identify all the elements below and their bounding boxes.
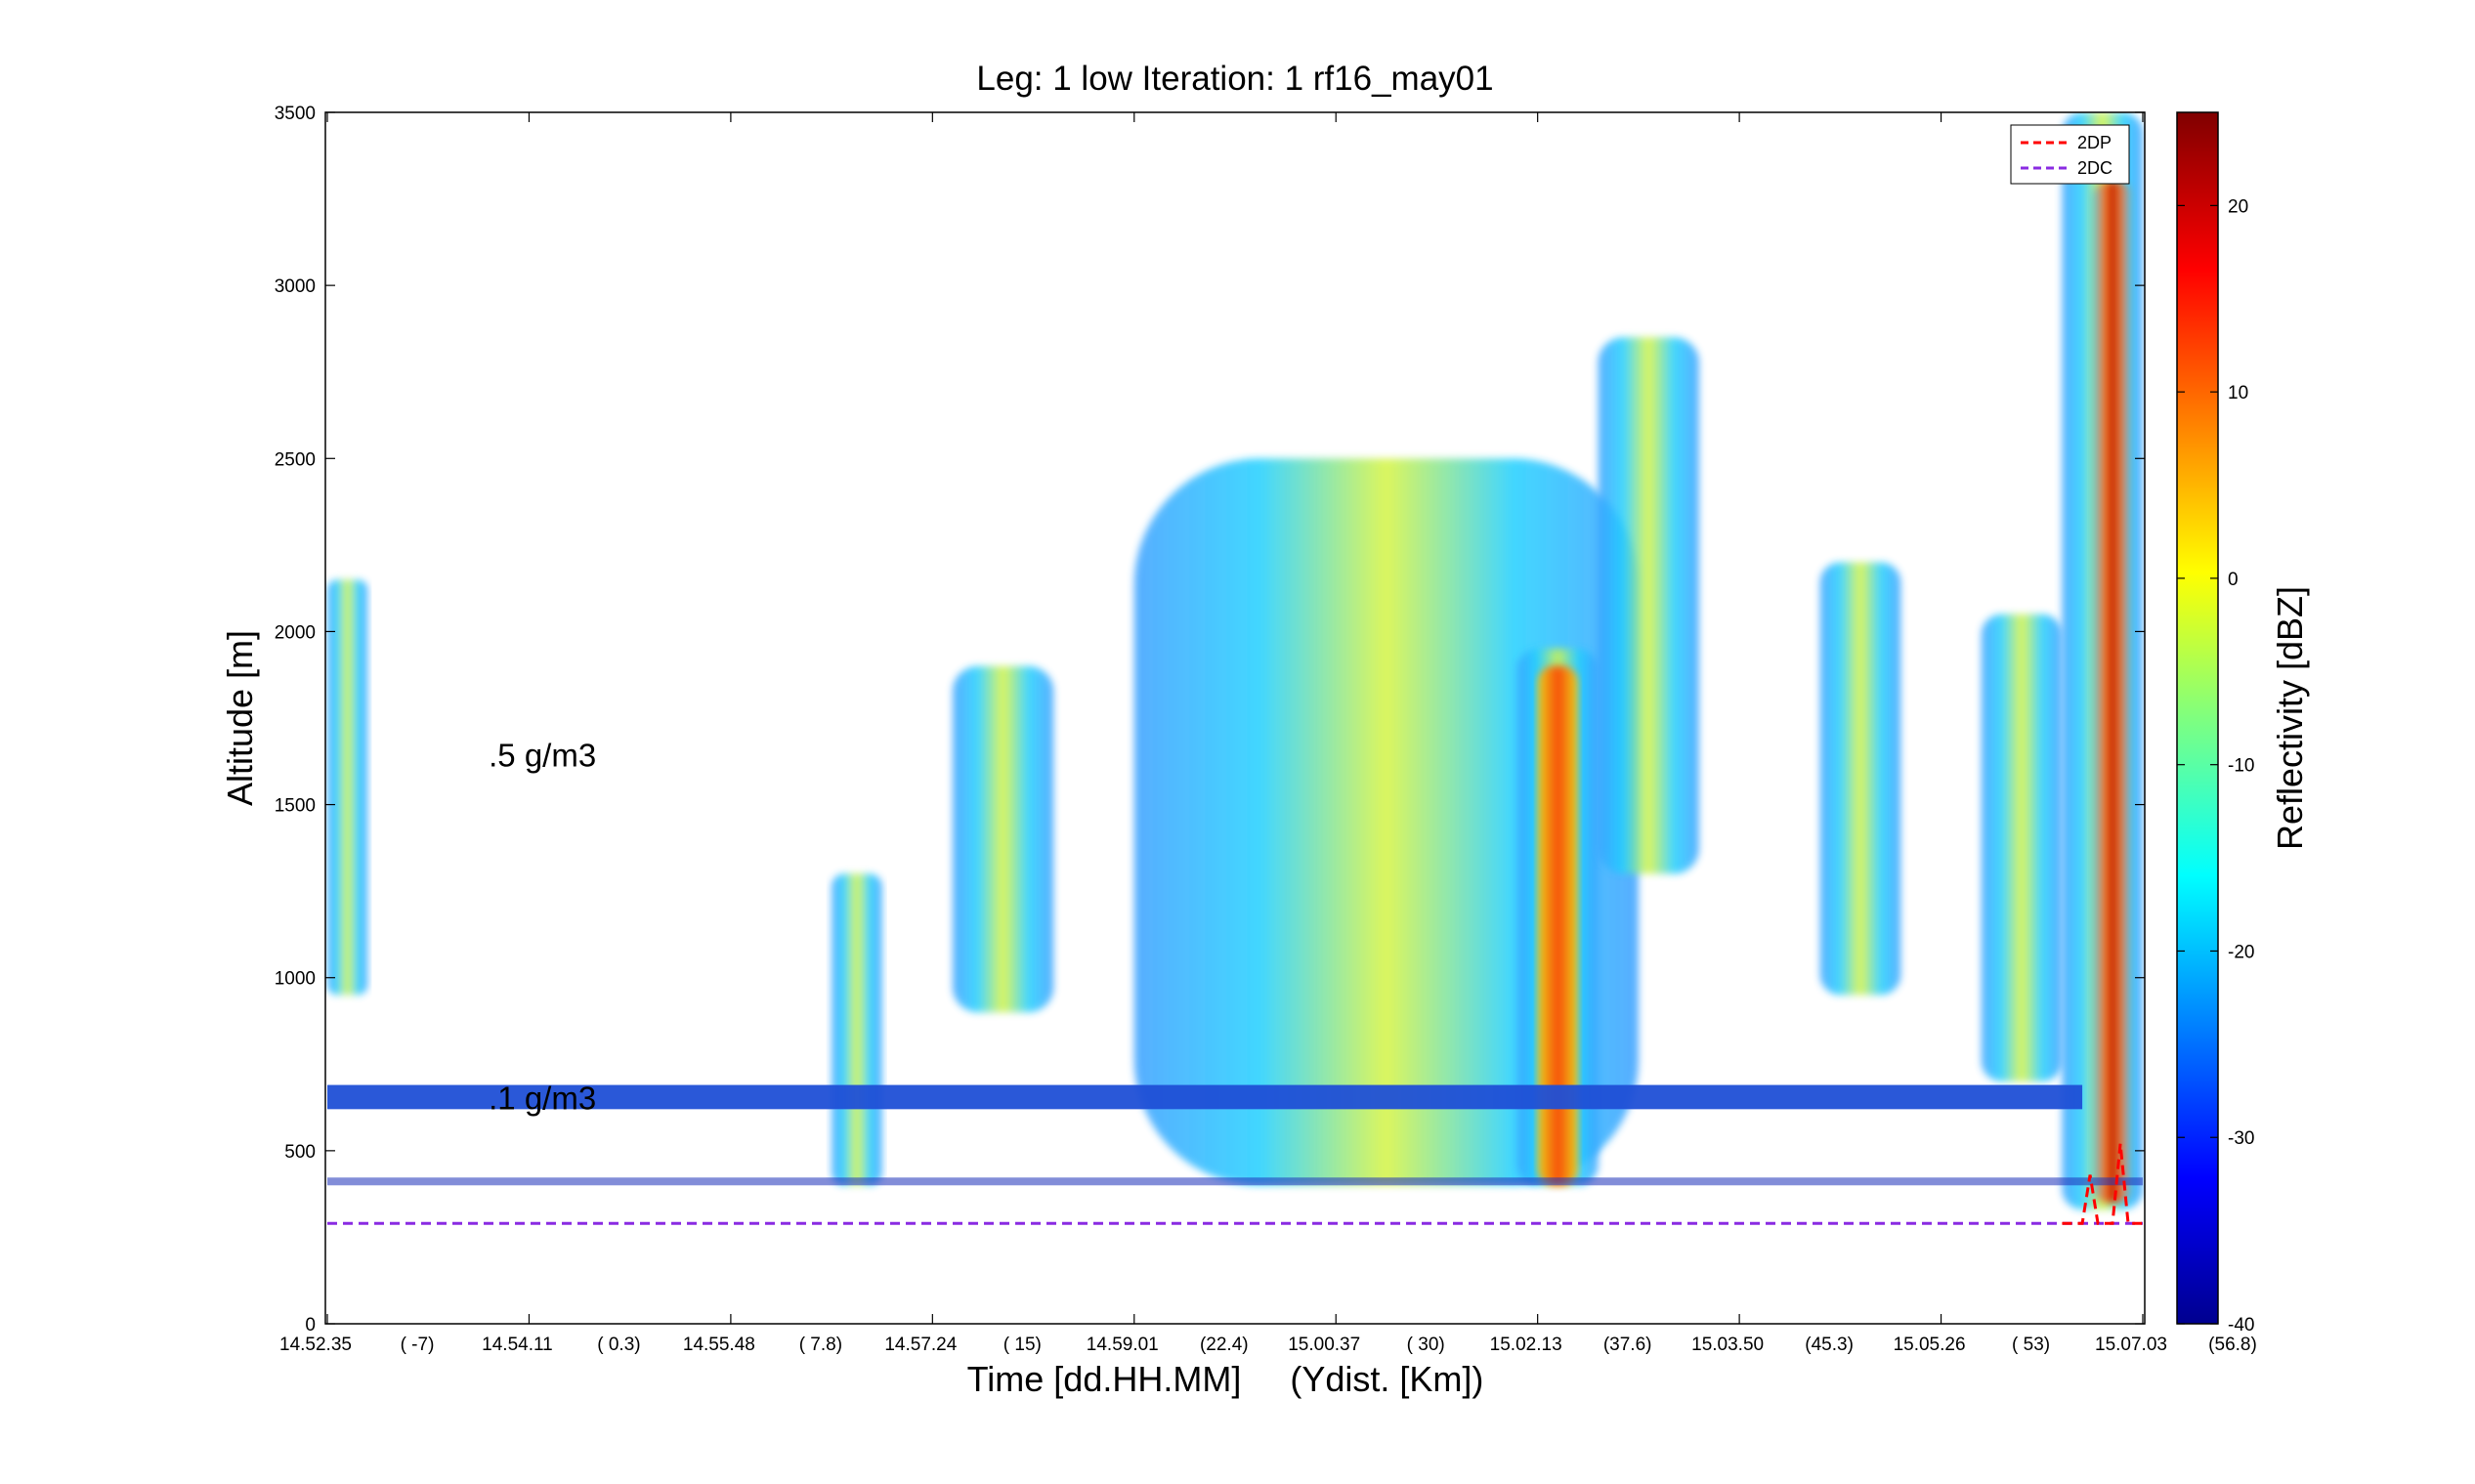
x-tick-label-dist: (45.3) (1805, 1335, 1854, 1355)
x-tick-label-dist: ( 53) (2012, 1335, 2050, 1355)
legend-label: 2DC (2077, 158, 2112, 178)
colorbar-ticks: -40 -30 -20 -10 0 10 20 (2177, 196, 2254, 1336)
x-axis-label: Time [dd.HH.MM] (Ydist. [Km]) (967, 1359, 1484, 1399)
series-layer (327, 1143, 2143, 1225)
x-tick-label-time: 15.05.26 (1894, 1335, 1966, 1355)
annotation-text: .1 g/m3 (489, 1080, 596, 1116)
colorbar-tick-label: 0 (2228, 570, 2239, 590)
y-tick-label: 500 (284, 1142, 316, 1163)
x-tick-label-time: 14.55.48 (683, 1335, 755, 1355)
x-tick-label-dist: ( 0.3) (597, 1335, 640, 1355)
lower-cutoff-band (327, 1177, 2143, 1186)
x-tick-label-time: 15.03.50 (1691, 1335, 1764, 1355)
y-tick-label: 3500 (275, 104, 316, 124)
plot-frame (324, 111, 2146, 1325)
x-tick-label-time: 15.00.37 (1288, 1335, 1360, 1355)
colorbar-tick-label: -10 (2228, 756, 2254, 777)
x-tick-label-time: 14.52.35 (279, 1335, 352, 1355)
annotation-text: .5 g/m3 (489, 738, 596, 774)
chart-title: Leg: 1 low Iteration: 1 rf16_may01 (976, 60, 1493, 98)
y-tick-label: 1000 (275, 969, 316, 990)
cloud-echo (327, 579, 368, 996)
colorbar (2176, 111, 2219, 1325)
x-tick-label-dist: ( 7.8) (799, 1335, 842, 1355)
cloud-echo (1981, 614, 2063, 1081)
y-tick-label: 2000 (275, 622, 316, 643)
y-axis: 0 500 1000 1500 2000 2500 3000 3500 (275, 104, 2145, 1336)
x-tick-label-dist: (37.6) (1603, 1335, 1652, 1355)
colorbar-tick-label: -20 (2228, 942, 2254, 962)
x-tick-label-dist: (22.4) (1200, 1335, 1249, 1355)
colorbar-tick-label: -30 (2228, 1128, 2254, 1149)
x-tick-label-dist: ( -7) (401, 1335, 435, 1355)
y-axis-label: Altitude [m] (220, 630, 260, 806)
series-line-2dp (2062, 1143, 2143, 1225)
x-tick-label-dist: (56.8) (2208, 1335, 2257, 1355)
x-tick-label-time: 14.57.24 (884, 1335, 957, 1355)
colorbar-tick-label: 20 (2228, 196, 2248, 217)
x-tick-label-time: 14.59.01 (1087, 1335, 1159, 1355)
cloud-echo (832, 873, 882, 1186)
y-tick-label: 0 (305, 1315, 316, 1336)
x-tick-label-time: 15.02.13 (1490, 1335, 1562, 1355)
x-axis: 14.52.35 ( -7) 14.54.11 ( 0.3) 14.55.48 ( 7.8… (279, 112, 2257, 1355)
colorbar-tick-label: 10 (2228, 383, 2248, 403)
x-tick-label-time: 15.07.03 (2095, 1335, 2167, 1355)
reflectivity-core (2092, 181, 2133, 1203)
x-tick-label-dist: ( 15) (1003, 1335, 1042, 1355)
cloud-echo (1133, 458, 1639, 1186)
reflectivity-field (327, 112, 2143, 1210)
x-tick-label-time: 14.54.11 (482, 1335, 553, 1355)
colorbar-label: Reflectivity [dBZ] (2270, 586, 2310, 850)
cloud-echo (1819, 562, 1901, 996)
legend-box (2010, 124, 2130, 185)
y-tick-label: 2500 (275, 449, 316, 470)
annotations: .5 g/m3 .1 g/m3 (489, 738, 596, 1117)
legend-label: 2DP (2077, 133, 2112, 152)
y-tick-label: 3000 (275, 276, 316, 297)
colorbar-tick-label: -40 (2228, 1315, 2254, 1336)
y-tick-label: 1500 (275, 796, 316, 817)
x-tick-label-dist: ( 30) (1407, 1335, 1445, 1355)
reflectivity-core (1537, 665, 1578, 1186)
cloud-echo (952, 665, 1054, 1013)
clutter-band (327, 1084, 2083, 1110)
cloud-echo (1598, 337, 1699, 874)
